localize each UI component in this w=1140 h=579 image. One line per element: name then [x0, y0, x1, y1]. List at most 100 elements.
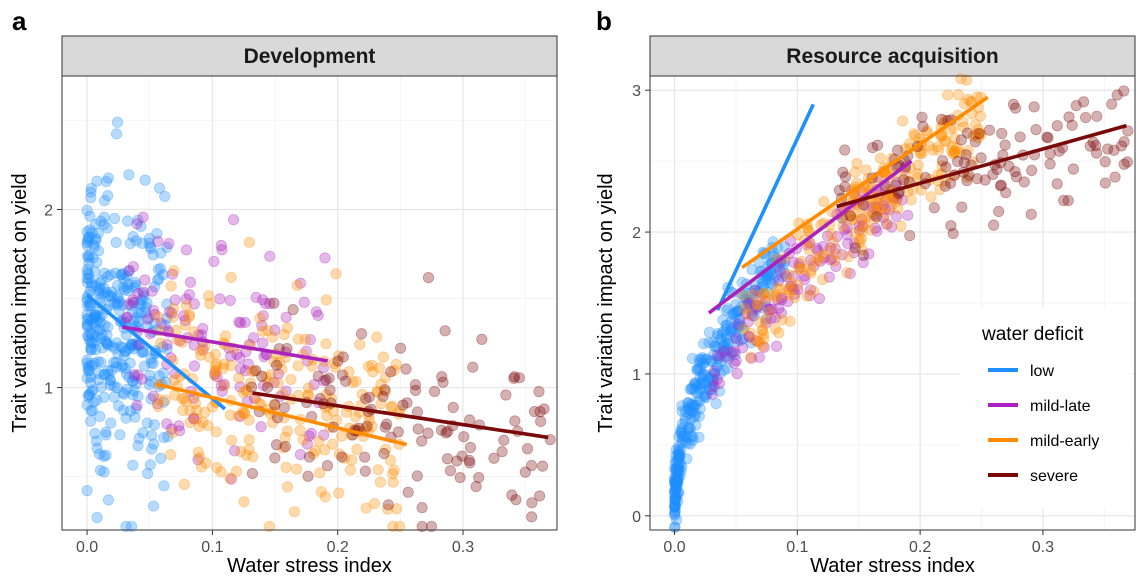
point-severe [378, 447, 390, 460]
point-mild-early [347, 376, 359, 388]
point-mild-late [310, 306, 322, 318]
point-severe [849, 242, 861, 254]
point-low [691, 380, 704, 392]
point-severe [1102, 143, 1114, 155]
point-mild-late [155, 317, 167, 330]
point-low [94, 410, 106, 423]
point-severe [857, 249, 870, 261]
point-mild-early [757, 324, 769, 336]
point-mild-early [276, 363, 288, 375]
point-low [695, 383, 707, 395]
point-mild-late [234, 363, 247, 375]
point-low [105, 417, 117, 429]
point-severe [995, 179, 1007, 191]
point-severe [939, 180, 951, 192]
point-low [702, 377, 714, 389]
point-low [669, 496, 681, 509]
point-mild-late [152, 235, 164, 247]
point-low [110, 236, 122, 249]
point-severe [1062, 194, 1074, 207]
point-severe [496, 446, 508, 458]
point-low [722, 337, 735, 349]
point-low [90, 280, 102, 292]
point-low [693, 353, 706, 365]
point-mild-early [773, 327, 785, 339]
point-severe [510, 494, 522, 506]
point-low [676, 400, 688, 412]
point-low [768, 247, 780, 259]
point-low [96, 275, 108, 287]
point-mild-early [188, 326, 200, 338]
point-low [124, 237, 136, 250]
point-mild-late [264, 297, 276, 310]
point-low [731, 306, 743, 318]
point-mild-early [178, 478, 191, 491]
point-mild-late [166, 307, 178, 319]
point-mild-late [128, 368, 140, 381]
point-severe [975, 152, 987, 164]
fit-line-severe [252, 391, 549, 440]
point-low [760, 274, 773, 286]
point-low [758, 279, 770, 292]
point-mild-early [851, 157, 863, 170]
point-mild-late [319, 252, 331, 264]
point-low [101, 337, 113, 350]
point-low [111, 116, 124, 128]
point-mild-late [303, 430, 315, 442]
point-low [101, 222, 113, 234]
point-mild-late [883, 203, 896, 216]
point-mild-early [210, 365, 222, 377]
point-mild-early [244, 377, 257, 389]
point-low [673, 449, 685, 461]
point-mild-early [217, 362, 229, 375]
point-mild-late [746, 309, 759, 322]
point-severe [447, 401, 459, 414]
legend: water deficit low mild-late mild-early s… [960, 308, 1132, 508]
point-low [111, 382, 123, 394]
point-mild-early [333, 487, 345, 499]
point-mild-late [208, 255, 220, 268]
point-low [104, 379, 116, 391]
point-mild-late [146, 285, 158, 297]
point-low [122, 285, 134, 297]
point-mild-early [268, 356, 280, 368]
point-mild-late [789, 288, 801, 300]
point-mild-late [773, 302, 785, 314]
point-mild-early [934, 183, 946, 196]
x-tick-label: 0.0 [76, 539, 98, 556]
point-low [720, 319, 732, 331]
point-low [91, 175, 103, 187]
point-mild-early [879, 207, 891, 220]
point-low [102, 494, 115, 506]
point-mild-late [831, 230, 843, 243]
point-low [669, 490, 681, 502]
point-severe [409, 384, 422, 397]
point-mild-early [330, 414, 343, 426]
point-mild-early [266, 331, 279, 343]
point-low [83, 231, 95, 243]
point-low [673, 430, 685, 443]
point-low [101, 329, 113, 341]
point-mild-early [782, 289, 794, 301]
point-mild-late [121, 311, 133, 323]
point-low [697, 372, 709, 384]
point-low [89, 312, 101, 324]
point-mild-early [391, 503, 403, 515]
point-low [92, 356, 104, 368]
point-mild-early [390, 358, 402, 371]
point-mild-early [306, 360, 318, 372]
point-severe [245, 381, 258, 393]
point-mild-early [905, 194, 917, 206]
point-mild-early [176, 392, 188, 405]
fit-line-low [715, 103, 815, 311]
point-low [729, 348, 741, 361]
point-mild-early [319, 491, 331, 503]
point-mild-late [215, 239, 227, 252]
point-low [148, 419, 160, 431]
point-mild-early [262, 376, 274, 388]
point-low [125, 520, 138, 533]
point-low [85, 385, 97, 397]
point-low [699, 390, 711, 402]
point-low [709, 340, 721, 352]
point-low [721, 362, 734, 374]
